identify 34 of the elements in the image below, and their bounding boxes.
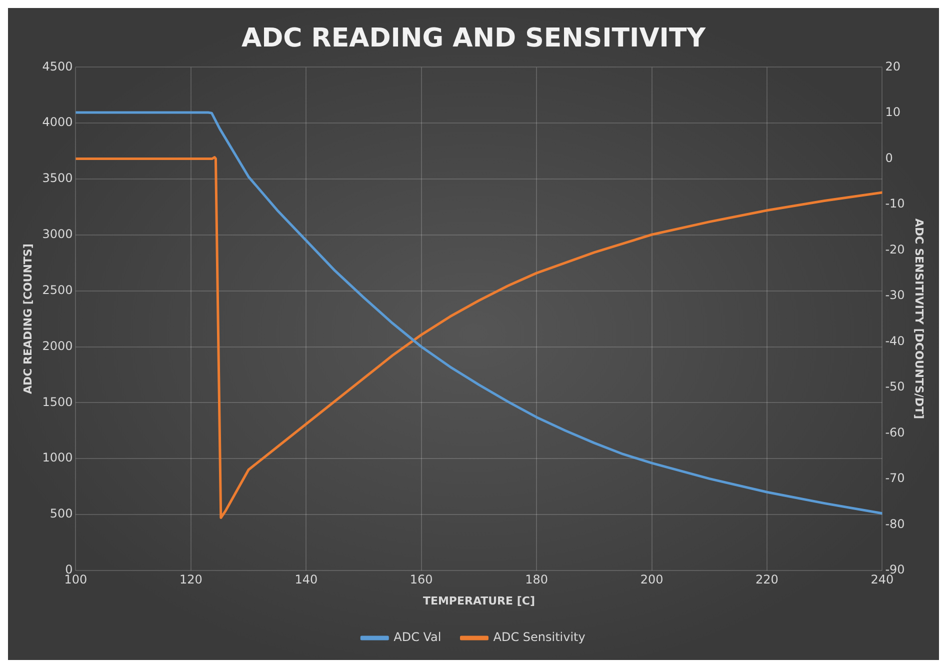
x-tick-label: 200 [640,572,664,587]
x-tick-label: 240 [870,572,894,587]
y-tick-label: 4500 [42,59,73,74]
y2-tick-label: -30 [885,288,905,302]
y-tick-label: 3000 [42,227,73,242]
x-tick-label: 180 [525,572,548,587]
y2-tick-label: 0 [885,150,893,165]
y2-tick-label: -50 [885,380,905,394]
y-tick-label: 1500 [42,394,73,409]
legend-label: ADC Sensitivity [493,630,586,644]
y-tick-label: 500 [50,506,73,521]
y-tick-label: 4000 [42,115,73,130]
legend-label: ADC Val [394,630,442,644]
y-axis-title: ADC READING [COUNTS] [21,244,34,394]
y-tick-label: 3500 [42,171,73,186]
y-tick-label: 1000 [42,450,73,465]
x-tick-label: 160 [410,572,433,587]
y2-tick-label: -60 [885,425,905,440]
x-tick-label: 120 [179,572,202,587]
y2-tick-label: -70 [885,471,905,486]
x-tick-label: 220 [756,572,778,587]
y2-tick-label: 20 [885,59,900,74]
y-tick-label: 2000 [42,338,73,353]
y2-tick-label: -40 [885,334,905,348]
chart-title: ADC READING AND SENSITIVITY [241,23,707,54]
y2-tick-label: -80 [885,516,905,531]
y2-tick-label: -10 [885,196,905,211]
x-tick-label: 100 [64,572,88,587]
y2-tick-label: 10 [885,105,900,120]
y-tick-label: 2500 [42,282,73,297]
x-axis-title: TEMPERATURE [C] [422,594,535,608]
x-tick-label: 140 [294,572,318,587]
y2-axis-title: ADC SENSITIVITY [DCOUNTS/DT] [912,218,926,420]
y2-tick-label: -20 [885,242,905,256]
